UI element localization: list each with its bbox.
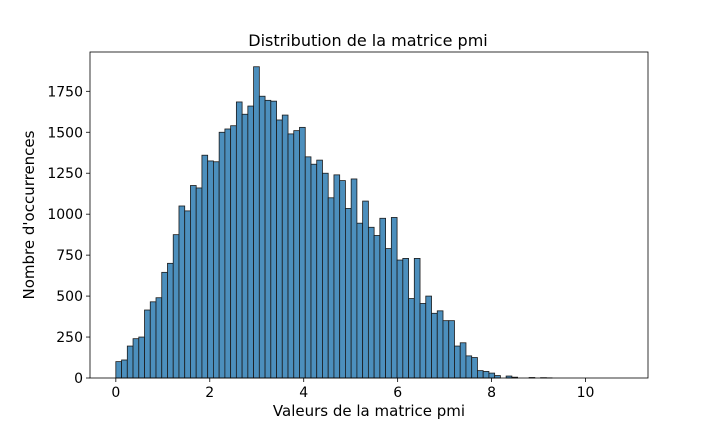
histogram-bar: [224, 128, 232, 379]
histogram-bar: [115, 361, 122, 379]
histogram-bar: [419, 303, 427, 379]
histogram-bar: [172, 234, 180, 379]
histogram-bar: [161, 271, 168, 379]
histogram-bar: [408, 298, 415, 379]
y-tick-label: 1250: [47, 166, 83, 182]
histogram-bar: [345, 208, 352, 379]
histogram-bar: [184, 210, 191, 379]
histogram-bar: [144, 309, 151, 379]
histogram-bar: [126, 345, 134, 379]
histogram-bar: [350, 178, 358, 379]
histogram-bar: [310, 163, 318, 379]
histogram-bar: [333, 174, 341, 379]
histogram-bar: [281, 114, 289, 379]
histogram-bar: [121, 359, 128, 379]
y-tick-label: 1500: [47, 125, 83, 141]
x-tick-label: 4: [299, 385, 308, 401]
y-tick-label: 750: [56, 248, 83, 264]
x-axis: 0 2 4 6 8 10: [111, 378, 594, 401]
y-tick-label: 250: [56, 330, 83, 346]
histogram-bar: [431, 312, 438, 379]
histogram-bar: [413, 258, 421, 379]
histogram-bar: [241, 113, 249, 379]
bars-group: [115, 66, 553, 379]
histogram-bar: [322, 172, 329, 379]
histogram-bar: [253, 66, 260, 379]
y-tick-label: 0: [74, 371, 83, 387]
histogram-bar: [258, 95, 266, 379]
histogram-bar: [316, 159, 323, 379]
y-tick-label: 500: [56, 289, 83, 305]
histogram-bar: [390, 217, 398, 379]
histogram-bar: [482, 371, 490, 379]
histogram-bar: [235, 101, 243, 379]
y-tick-label: 1750: [47, 84, 83, 100]
histogram-bar: [459, 342, 467, 379]
histogram-bar: [132, 338, 140, 379]
plot-frame: [89, 51, 649, 379]
histogram-bar: [270, 100, 277, 379]
histogram-bar: [299, 126, 306, 379]
histogram-bar: [436, 310, 444, 379]
histogram-bar: [155, 297, 163, 379]
histogram-bar: [477, 370, 484, 379]
histogram-bar: [471, 357, 478, 379]
x-tick-label: 0: [111, 385, 120, 401]
histogram-bar: [218, 131, 226, 379]
histogram-bar: [367, 226, 375, 379]
histogram-bar: [465, 355, 473, 379]
histogram-bar: [373, 235, 381, 379]
histogram-bar: [149, 301, 157, 379]
histogram-bar: [402, 258, 409, 379]
histogram-bar: [138, 336, 145, 379]
histogram-bar: [362, 200, 369, 379]
histogram-bar: [201, 154, 209, 379]
histogram-bar: [396, 259, 404, 379]
histogram-bar: [425, 295, 432, 379]
histogram-bar: [247, 105, 254, 379]
y-axis-title: Nombre d'occurrences: [20, 130, 38, 299]
histogram-bar: [385, 248, 392, 379]
histogram-bar: [167, 262, 174, 379]
histogram-bar: [488, 372, 496, 379]
y-tick-label: 1000: [47, 207, 83, 223]
histogram-bar: [304, 156, 312, 379]
x-tick-label: 8: [487, 385, 496, 401]
histogram-bar: [356, 222, 364, 379]
histogram-bar: [207, 160, 214, 379]
histogram-bar: [195, 187, 203, 379]
histogram-bar: [339, 180, 346, 379]
y-axis: 0 250 500 750 1000 1250 1500 1750: [47, 84, 90, 387]
histogram-bar: [379, 217, 386, 379]
histogram-bar: [327, 197, 335, 379]
x-axis-title: Valeurs de la matrice pmi: [273, 402, 465, 420]
x-tick-label: 10: [577, 385, 595, 401]
histogram-bar: [264, 99, 272, 379]
x-tick-label: 2: [205, 385, 214, 401]
histogram-bar: [230, 125, 237, 379]
histogram-bar: [178, 205, 186, 379]
histogram-bar: [454, 345, 461, 379]
histogram-bar: [442, 320, 450, 379]
chart-title: Distribution de la matrice pmi: [248, 31, 487, 50]
histogram-bar: [287, 133, 295, 379]
histogram-bar: [190, 185, 197, 379]
x-tick-label: 6: [393, 385, 402, 401]
histogram-bar: [448, 320, 455, 379]
histogram-bar: [213, 161, 220, 379]
histogram-bar: [293, 130, 300, 379]
histogram-bar: [276, 119, 283, 379]
